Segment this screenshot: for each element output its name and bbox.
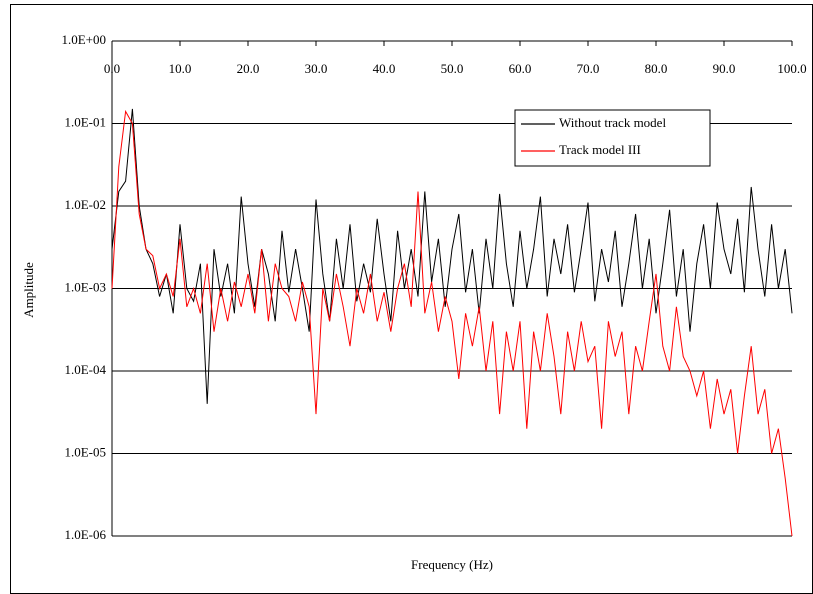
x-tick-label: 30.0 (305, 61, 328, 76)
x-tick-label: 80.0 (645, 61, 668, 76)
y-tick-label: 1.0E+00 (61, 32, 106, 47)
legend-box (514, 109, 711, 167)
x-tick-label: 60.0 (509, 61, 532, 76)
legend-label: Without track model (559, 115, 666, 130)
series-line (111, 108, 793, 404)
x-tick-label: 90.0 (713, 61, 736, 76)
y-tick-label: 1.0E-06 (64, 527, 106, 542)
series-line (111, 109, 793, 537)
y-tick-label: 1.0E-01 (64, 114, 106, 129)
x-tick-label: 20.0 (237, 61, 260, 76)
x-axis-title: Frequency (Hz) (411, 557, 493, 572)
x-tick-label: 50.0 (441, 61, 464, 76)
y-tick-label: 1.0E-02 (64, 197, 106, 212)
y-tick-label: 1.0E-04 (64, 362, 106, 377)
x-tick-label: 0.0 (104, 61, 120, 76)
y-tick-label: 1.0E-05 (64, 444, 106, 459)
x-tick-label: 10.0 (169, 61, 192, 76)
y-axis-title: Amplitude (21, 262, 36, 318)
y-tick-label: 1.0E-03 (64, 279, 106, 294)
x-tick-label: 40.0 (373, 61, 396, 76)
legend-label: Track model III (559, 142, 641, 157)
x-tick-label: 100.0 (777, 61, 806, 76)
x-tick-label: 70.0 (577, 61, 600, 76)
